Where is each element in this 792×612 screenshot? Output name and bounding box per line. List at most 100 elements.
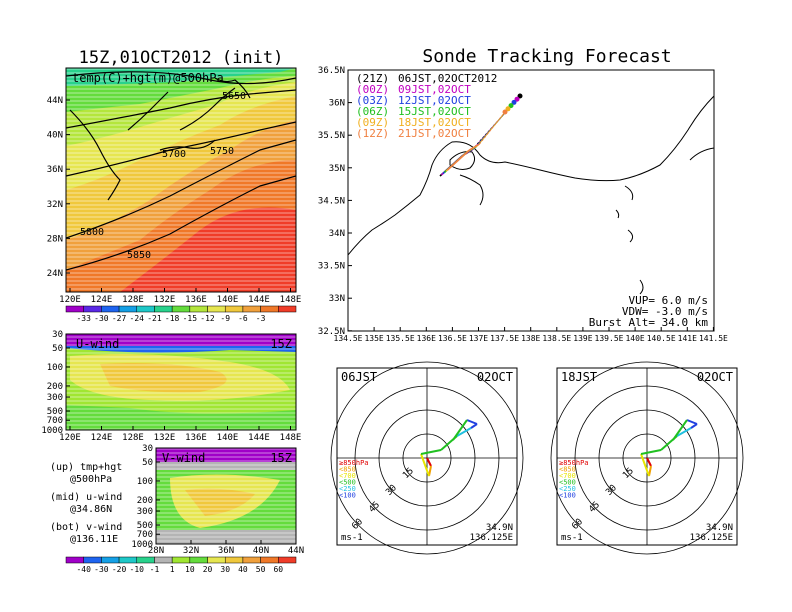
level-legend: <100: [559, 492, 576, 500]
lon-tick-label: 138E: [521, 334, 540, 343]
launch-jst: 12JST,02OCT: [398, 94, 471, 107]
lat-tick-label: 34N: [329, 229, 345, 239]
lat-tick-label: 33.5N: [318, 262, 345, 272]
pressure-tick-label: 300: [137, 507, 153, 517]
colorbar-swatch: [260, 556, 279, 564]
colorbar-label: -30: [94, 565, 109, 574]
u-wind-time: 15Z: [270, 337, 292, 351]
descent-track: [479, 111, 506, 145]
top-map-lat-ticks: 44N 40N 36N 32N 28N 24N: [47, 96, 70, 279]
lat-tick-label: 28N: [148, 546, 164, 556]
colorbar-swatch: [260, 305, 279, 313]
colorbar-swatch: [207, 556, 226, 564]
colorbar-label: -27: [112, 314, 127, 323]
hodograph-segment: [640, 449, 662, 455]
speed-ring: [330, 361, 524, 555]
level-legend: <850: [339, 466, 356, 474]
lat-tick-label: 33N: [329, 294, 345, 304]
lat-tick-label: 32N: [47, 200, 63, 210]
temp-height-map: [66, 68, 296, 292]
hodograph-segment: [420, 449, 442, 455]
hodograph-segment: [646, 457, 652, 467]
colorbar-swatch: [242, 556, 261, 564]
speed-ring: [550, 361, 744, 555]
temp-colorbar: -33 -30 -27 -24 -21 -18 -15 -12 -9 -6 -3: [65, 305, 297, 323]
landing-point: [508, 103, 514, 109]
pressure-tick-label: 200: [137, 496, 153, 506]
hodograph-segment: [420, 453, 430, 477]
legend-up-2: @500hPa: [70, 474, 112, 485]
hodograph-segment: [452, 419, 468, 441]
contour-label-5650: 5650: [222, 91, 246, 102]
pressure-tick-label: 700: [137, 530, 153, 540]
u-wind-lon-ticks: 120E 124E 128E 132E 136E 140E 144E 148E: [59, 426, 301, 443]
lon-tick-label: 148E: [280, 433, 302, 443]
lon-tick-label: 132E: [154, 295, 176, 305]
colorbar-label: -6: [238, 314, 248, 323]
hodograph-segment: [426, 457, 432, 467]
colorbar-label: -33: [76, 314, 91, 323]
hodograph-lon: 136.125E: [690, 533, 733, 543]
pressure-tick-label: 100: [137, 477, 153, 487]
lon-tick-label: 138.5E: [542, 334, 571, 343]
level-legend: <700: [559, 472, 576, 480]
launch-utc: (21Z): [356, 72, 389, 85]
lat-tick-label: 35N: [329, 164, 345, 174]
pressure-tick-label: 200: [47, 382, 63, 392]
lon-tick-label: 136E: [185, 295, 207, 305]
lat-tick-label: 36.5N: [318, 66, 345, 76]
hodograph-segment: [640, 453, 650, 477]
lon-tick-label: 136.5E: [438, 334, 467, 343]
launch-utc: (06Z): [356, 105, 389, 118]
colorbar-label: 30: [220, 565, 230, 574]
lat-tick-label: 32N: [183, 546, 199, 556]
launch-utc: (09Z): [356, 116, 389, 129]
legend-mid-2: @34.86N: [70, 504, 112, 515]
colorbar-swatch: [224, 305, 244, 313]
hodograph-segment: [672, 419, 688, 441]
lon-tick-label: 124E: [91, 433, 113, 443]
colorbar-label: 10: [185, 565, 195, 574]
pressure-tick-label: 500: [137, 521, 153, 531]
v-wind-lat-ticks: 28N 32N 36N 40N 44N: [148, 540, 304, 556]
left-title: 15Z,01OCT2012 (init): [79, 48, 284, 68]
colorbar-swatch: [65, 305, 84, 313]
colorbar-label: -3: [256, 314, 266, 323]
colorbar-label: 50: [256, 565, 266, 574]
lon-tick-label: 137.5E: [490, 334, 519, 343]
lon-tick-label: 132E: [154, 433, 176, 443]
lon-tick-label: 120E: [59, 295, 81, 305]
launch-legend: (21Z) 06JST,02OCT2012 (00Z) 09JST,02OCT (03Z…: [356, 72, 497, 140]
lon-tick-label: 134.5E: [334, 334, 363, 343]
colorbar-swatch: [83, 305, 102, 313]
lat-tick-label: 40N: [47, 131, 63, 141]
ascent-track: [446, 143, 480, 171]
lat-tick-label: 24N: [47, 269, 63, 279]
launch-jst: 09JST,02OCT: [398, 83, 471, 96]
colorbar-swatch: [224, 556, 244, 564]
speed-unit: ms-1: [341, 533, 363, 543]
pressure-tick-label: 500: [47, 407, 63, 417]
vup-text: VUP= 6.0 m/s: [629, 294, 708, 307]
landing-point: [505, 106, 511, 112]
contour-label-5850: 5850: [127, 250, 151, 261]
colorbar-label: 1: [170, 565, 175, 574]
colorbar-swatch: [118, 556, 138, 564]
level-legend: <250: [339, 485, 356, 493]
lat-tick-label: 32.5N: [318, 327, 345, 337]
colorbar-swatch: [154, 305, 173, 313]
launch-jst: 18JST,02OCT: [398, 116, 471, 129]
colorbar-label: 40: [238, 565, 248, 574]
colorbar-swatch: [136, 556, 155, 564]
colorbar-label: -1: [150, 565, 160, 574]
lat-tick-label: 44N: [47, 96, 63, 106]
pressure-tick-label: 700: [47, 416, 63, 426]
hodograph-lat: 34.9N: [486, 523, 513, 533]
pressure-tick-label: 100: [47, 363, 63, 373]
track-title: Sonde Tracking Forecast: [422, 46, 671, 67]
hodograph-segment: [686, 419, 698, 425]
colorbar-label: 20: [203, 565, 213, 574]
